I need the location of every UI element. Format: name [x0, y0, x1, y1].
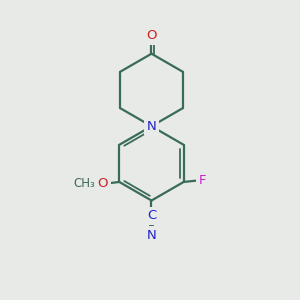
Text: F: F — [198, 174, 206, 187]
Text: CH₃: CH₃ — [74, 177, 95, 190]
Text: O: O — [98, 177, 108, 190]
Text: C: C — [147, 209, 156, 223]
Text: O: O — [146, 29, 157, 42]
Text: N: N — [147, 229, 156, 242]
Text: N: N — [147, 120, 156, 133]
